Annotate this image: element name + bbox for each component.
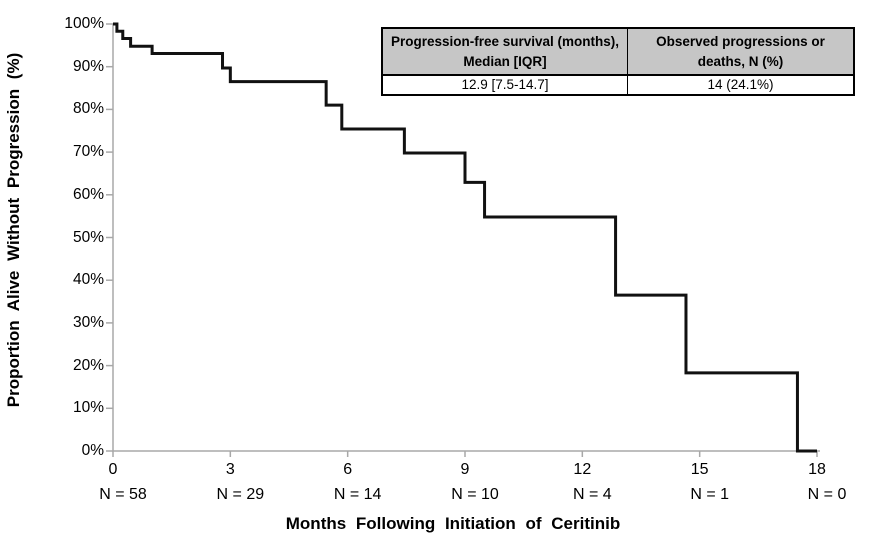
x-tick-label: 18 [808, 461, 826, 478]
y-tick-label: 30% [72, 313, 104, 331]
x-tick-label: 6 [343, 461, 353, 478]
summary-table: Progression-free survival (months), Medi… [381, 27, 855, 97]
summary-table-value-pfs: 12.9 [7.5-14.7] [382, 75, 628, 96]
summary-table-header-row: Progression-free survival (months), Medi… [382, 28, 854, 77]
y-axis-title: Proportion Alive Without Progression (%) [4, 52, 23, 408]
at-risk-count-label: N = 0 [807, 486, 847, 503]
summary-table-value-events: 14 (24.1%) [627, 75, 854, 96]
km-curve [113, 22, 817, 453]
x-tick-label: 15 [690, 461, 709, 478]
y-tick-label: 90% [72, 57, 104, 75]
x-tick-label: 12 [573, 461, 592, 478]
x-tick-label: 0 [108, 461, 118, 478]
y-tick-label: 70% [72, 143, 104, 161]
at-risk-count-label: N = 1 [690, 486, 729, 503]
y-tick-label: 100% [64, 15, 104, 32]
y-tick-label: 40% [72, 271, 104, 289]
summary-table-header-pfs: Progression-free survival (months), Medi… [382, 28, 628, 77]
at-risk-count-label: N = 14 [333, 486, 382, 503]
at-risk-count-label: N = 4 [572, 486, 612, 503]
y-tick-label: 80% [72, 100, 104, 118]
y-tick-label: 20% [72, 356, 104, 374]
x-tick-label: 9 [460, 461, 470, 478]
at-risk-count-label: N = 10 [451, 486, 499, 503]
summary-table-value-row: 12.9 [7.5-14.7] 14 (24.1%) [382, 75, 854, 96]
y-tick-label: 60% [72, 185, 104, 203]
x-tick-label: 3 [225, 461, 235, 478]
at-risk-count-label: N = 58 [99, 486, 147, 503]
y-tick-label: 0% [81, 442, 104, 459]
x-axis-title: Months Following Initiation of Ceritinib [285, 514, 621, 533]
summary-table-header-events: Observed progressions or deaths, N (%) [627, 28, 854, 77]
y-tick-label: 50% [72, 228, 104, 246]
y-tick-label: 10% [72, 399, 104, 417]
at-risk-count-label: N = 29 [216, 486, 265, 503]
